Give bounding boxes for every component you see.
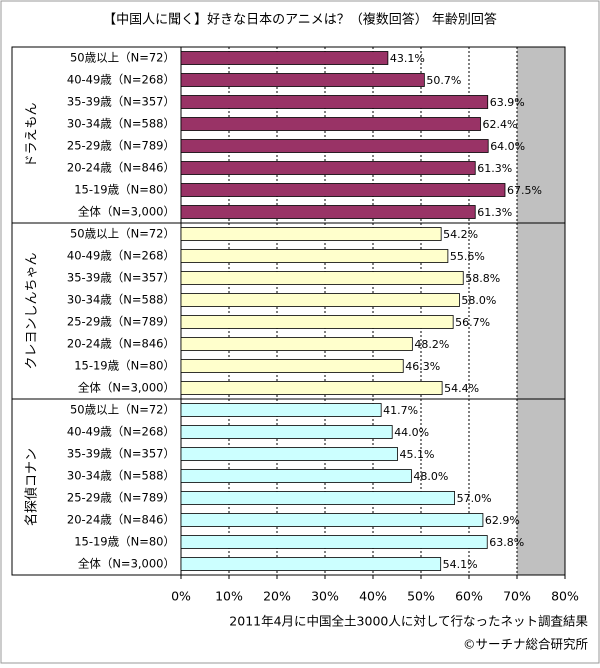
x-tick-label: 70% xyxy=(503,589,531,604)
bar xyxy=(180,315,454,329)
bar xyxy=(180,183,506,197)
bar xyxy=(180,117,481,131)
y-tick-label: 40-49歳（N=268） xyxy=(67,249,175,263)
y-tick-label: 50歳以上（N=72） xyxy=(70,227,175,241)
bar xyxy=(180,403,382,417)
y-tick-label: 50歳以上（N=72） xyxy=(70,403,175,417)
y-tick-label: 35-39歳（N=357） xyxy=(67,447,175,461)
y-tick-label: 30-34歳（N=588） xyxy=(67,117,175,131)
value-label: 43.1% xyxy=(390,52,425,65)
value-label: 44.0% xyxy=(394,426,429,439)
y-tick-label: 25-29歳（N=789） xyxy=(67,491,175,505)
bar xyxy=(180,447,398,461)
y-tick-label: 15-19歳（N=80） xyxy=(74,183,175,197)
value-label: 55.6% xyxy=(450,250,485,263)
bar xyxy=(180,139,489,153)
label-column xyxy=(11,46,182,576)
y-tick-label: 全体（N=3,000） xyxy=(78,557,175,571)
bar xyxy=(180,359,404,373)
bar xyxy=(180,227,442,241)
plot-band xyxy=(517,47,565,575)
y-tick-label: 40-49歳（N=268） xyxy=(67,73,175,87)
note: ©サーチナ総合研究所 xyxy=(463,637,588,652)
bar xyxy=(180,293,460,307)
x-tick-label: 10% xyxy=(215,589,243,604)
y-tick-label: 20-24歳（N=846） xyxy=(67,513,175,527)
bar xyxy=(180,271,464,285)
group-label: クレヨンしんちゃん xyxy=(25,252,40,369)
y-tick-label: 30-34歳（N=588） xyxy=(67,293,175,307)
group-label: ドラえもん xyxy=(25,102,40,167)
bar xyxy=(180,161,476,175)
value-label: 56.7% xyxy=(455,316,490,329)
value-label: 48.2% xyxy=(414,338,449,351)
y-tick-label: 全体（N=3,000） xyxy=(78,205,175,219)
bar xyxy=(180,491,456,505)
value-label: 63.9% xyxy=(490,96,525,109)
value-label: 61.3% xyxy=(477,206,512,219)
y-tick-label: 35-39歳（N=357） xyxy=(67,95,175,109)
bar xyxy=(180,557,442,571)
value-label: 58.8% xyxy=(465,272,500,285)
value-label: 61.3% xyxy=(477,162,512,175)
note: 2011年4月に中国全土3000人に対して行なったネット調査結果 xyxy=(229,614,588,629)
y-tick-label: 35-39歳（N=357） xyxy=(67,271,175,285)
y-tick-label: 25-29歳（N=789） xyxy=(67,139,175,153)
y-tick-label: 20-24歳（N=846） xyxy=(67,161,175,175)
bar xyxy=(180,469,412,483)
value-label: 63.8% xyxy=(489,536,524,549)
bar xyxy=(180,535,488,549)
y-tick-label: 15-19歳（N=80） xyxy=(74,535,175,549)
value-label: 54.2% xyxy=(443,228,478,241)
y-tick-label: 全体（N=3,000） xyxy=(78,381,175,395)
x-tick-label: 60% xyxy=(455,589,483,604)
value-label: 62.4% xyxy=(483,118,518,131)
chart-title: 【中国人に聞く】好きな日本のアニメは？（複数回答） 年齢別回答 xyxy=(103,12,497,28)
bar xyxy=(180,337,413,351)
value-label: 62.9% xyxy=(485,514,520,527)
bar xyxy=(180,205,476,219)
x-tick-label: 30% xyxy=(311,589,339,604)
bar xyxy=(180,95,489,109)
value-label: 50.7% xyxy=(426,74,461,87)
bar xyxy=(180,381,443,395)
y-tick-label: 40-49歳（N=268） xyxy=(67,425,175,439)
y-tick-label: 50歳以上（N=72） xyxy=(70,51,175,65)
y-tick-label: 30-34歳（N=588） xyxy=(67,469,175,483)
x-tick-label: 20% xyxy=(263,589,291,604)
value-label: 67.5% xyxy=(507,184,542,197)
value-label: 64.0% xyxy=(490,140,525,153)
group-label: 名探偵コナン xyxy=(24,448,40,526)
y-tick-label: 15-19歳（N=80） xyxy=(74,359,175,373)
x-tick-label: 40% xyxy=(359,589,387,604)
bar xyxy=(180,51,389,65)
value-label: 48.0% xyxy=(413,470,448,483)
bar xyxy=(180,513,484,527)
y-tick-label: 25-29歳（N=789） xyxy=(67,315,175,329)
value-label: 46.3% xyxy=(405,360,440,373)
bar xyxy=(180,73,425,87)
value-label: 41.7% xyxy=(383,404,418,417)
value-label: 57.0% xyxy=(457,492,492,505)
x-tick-label: 80% xyxy=(551,589,579,604)
bar xyxy=(180,425,393,439)
y-tick-label: 20-24歳（N=846） xyxy=(67,337,175,351)
value-label: 45.1% xyxy=(399,448,434,461)
bar xyxy=(180,249,449,263)
value-label: 54.4% xyxy=(444,382,479,395)
value-label: 58.0% xyxy=(461,294,496,307)
value-label: 54.1% xyxy=(443,558,478,571)
x-tick-label: 50% xyxy=(407,589,435,604)
x-tick-label: 0% xyxy=(171,589,191,604)
